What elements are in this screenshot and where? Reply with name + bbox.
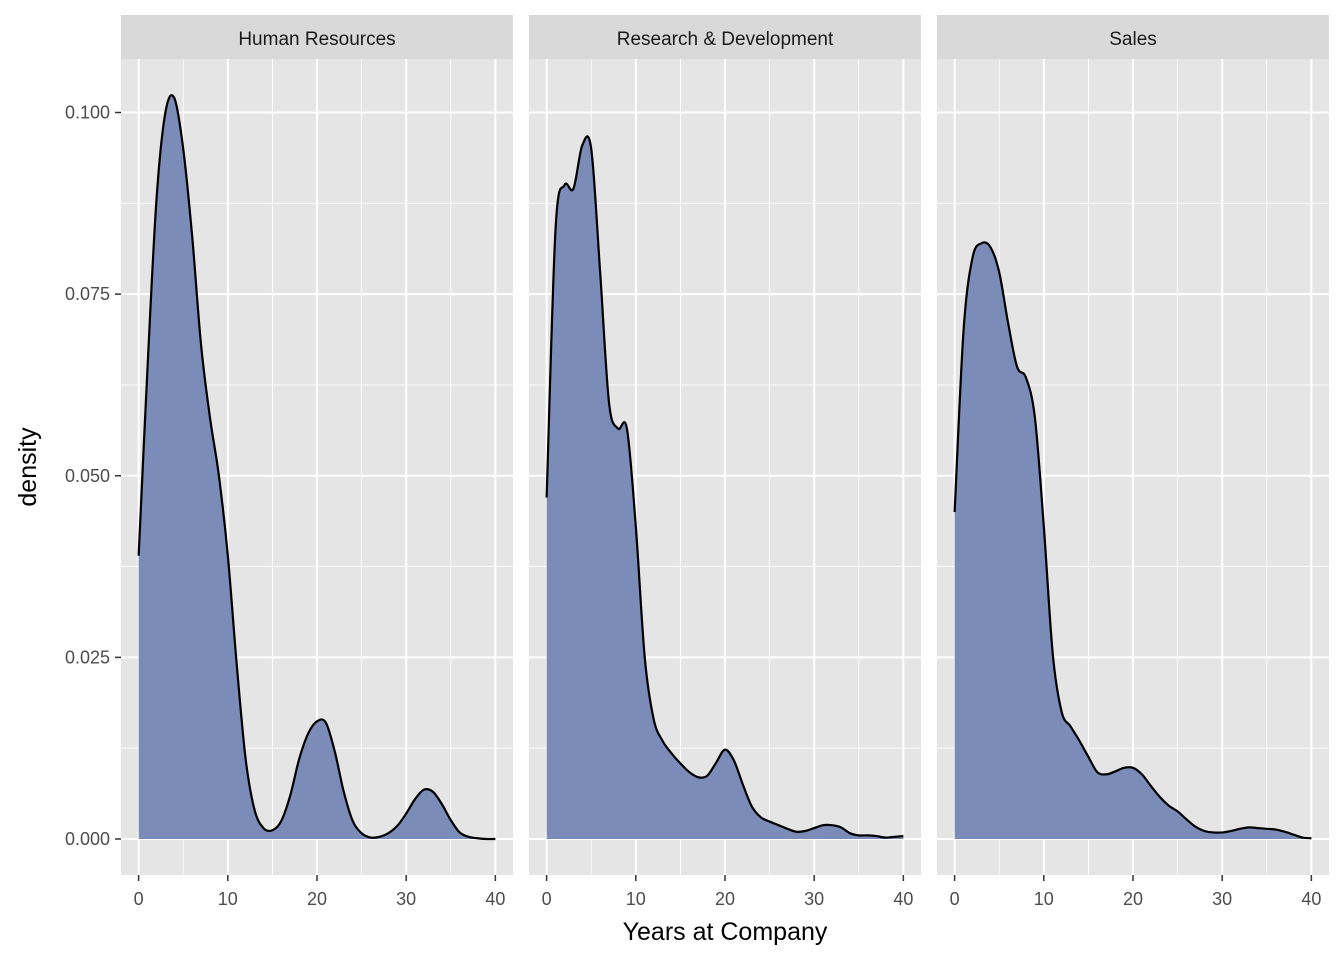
density-area: [954, 242, 1312, 839]
x-tick-label: 10: [626, 889, 646, 909]
facet-strip-label: Research & Development: [617, 29, 834, 50]
y-axis-title: density: [14, 427, 42, 507]
y-tick-label: 0.100: [65, 103, 110, 123]
x-tick-label: 10: [1034, 889, 1054, 909]
facet-panel-1: Human Resources 0 10 20 30 40: [121, 15, 513, 909]
facet-panel-2: Research & Development 0 10 20 30 40: [529, 15, 921, 909]
x-tick-label: 0: [542, 889, 552, 909]
density-area: [546, 136, 904, 840]
y-axis: 0.000 0.025 0.050 0.075 0.100: [65, 103, 121, 849]
x-tick-label: 30: [396, 889, 416, 909]
x-tick-label: 40: [893, 889, 913, 909]
facet-strip-label: Sales: [1109, 29, 1157, 50]
y-tick-label: 0.025: [65, 647, 110, 667]
x-tick-label: 0: [950, 889, 960, 909]
x-axis-title: Years at Company: [623, 918, 828, 946]
x-tick-label: 10: [218, 889, 238, 909]
x-tick-label: 30: [804, 889, 824, 909]
density-line: [545, 135, 904, 839]
y-tick-label: 0.075: [65, 284, 110, 304]
y-tick-label: 0.000: [65, 829, 110, 849]
density-line: [137, 94, 496, 841]
facet-strip: [529, 15, 921, 59]
x-tick-label: 30: [1212, 889, 1232, 909]
x-tick-label: 20: [307, 889, 327, 909]
x-tick-label: 20: [1123, 889, 1143, 909]
facet-panel-3: Sales 0 10 20 30 40: [937, 15, 1329, 909]
density-area: [138, 95, 496, 840]
x-tick-label: 0: [134, 889, 144, 909]
facet-strip: [121, 15, 513, 59]
x-tick-label: 40: [485, 889, 505, 909]
facet-strip-label: Human Resources: [238, 29, 395, 50]
x-tick-label: 40: [1301, 889, 1321, 909]
density-line: [953, 241, 1312, 840]
y-tick-label: 0.050: [65, 466, 110, 486]
facet-strip: [937, 15, 1329, 59]
x-tick-label: 20: [715, 889, 735, 909]
